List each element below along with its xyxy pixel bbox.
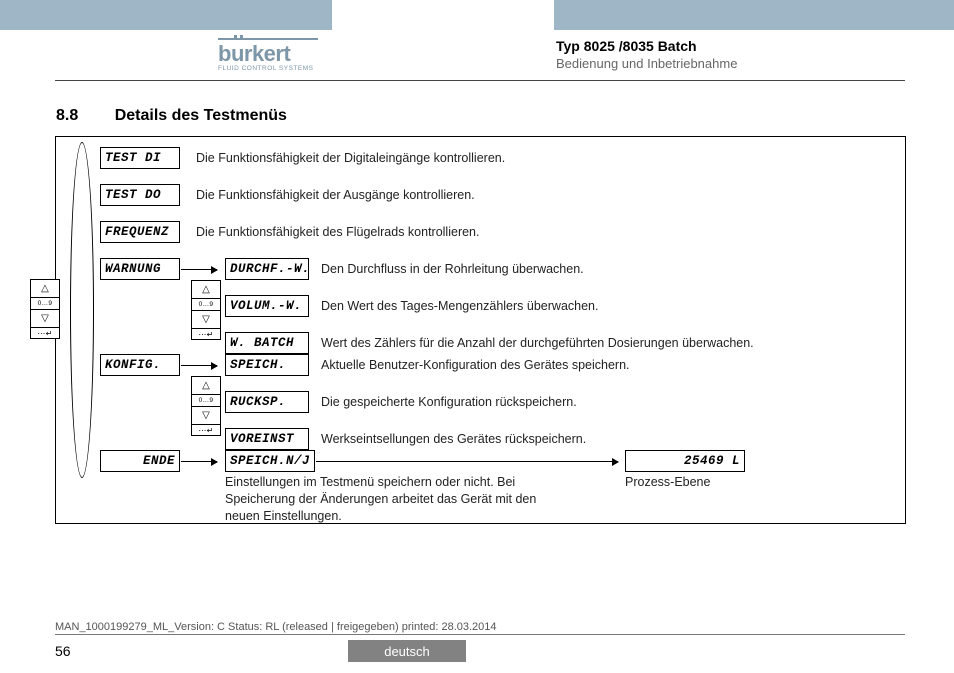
up-arrow-icon xyxy=(30,279,60,298)
digits-icon xyxy=(191,299,221,310)
menu-test-di: TEST DI xyxy=(100,147,180,169)
up-arrow-icon xyxy=(191,376,221,395)
section-number: 8.8 xyxy=(56,107,78,124)
menu-konfig: KONFIG. xyxy=(100,354,180,376)
doc-section-title: Bedienung und Inbetriebnahme xyxy=(556,56,737,71)
desc-test-do: Die Funktionsfähigkeit der Ausgänge kont… xyxy=(196,187,475,204)
header-strip-left xyxy=(0,0,332,30)
nav-key-konfig: ⋯↵ xyxy=(191,376,221,436)
arrow-konfig xyxy=(181,365,217,366)
logo-text: burkert xyxy=(218,41,290,66)
down-arrow-icon xyxy=(30,309,60,328)
desc-test-di: Die Funktionsfähigkeit der Digitaleingän… xyxy=(196,150,505,167)
menu-frequenz: FREQUENZ xyxy=(100,221,180,243)
menu-test-do: TEST DO xyxy=(100,184,180,206)
menu-loop-icon xyxy=(70,142,94,478)
desc-wbatch: Wert des Zählers für die Anzahl der durc… xyxy=(321,335,754,352)
brand-logo: burkert FLUID CONTROL SYSTEMS xyxy=(218,38,318,72)
sub-volum: VOLUM.-W. xyxy=(225,295,309,317)
sub-speich: SPEICH. xyxy=(225,354,309,376)
page-number: 56 xyxy=(55,643,71,659)
menu-ende: ENDE xyxy=(100,450,180,472)
section-heading: 8.8 Details des Testmenüs xyxy=(56,107,287,125)
sub-speich-nj: SPEICH.N/J xyxy=(225,450,315,472)
header-rule xyxy=(55,80,905,81)
desc-speich: Aktuelle Benutzer-Konfiguration des Gerä… xyxy=(321,357,630,374)
arrow-ende xyxy=(181,461,217,462)
header-strip-right xyxy=(554,0,954,30)
menu-warnung: WARNUNG xyxy=(100,258,180,280)
down-arrow-icon xyxy=(191,310,221,329)
nav-key-warnung: ⋯↵ xyxy=(191,280,221,340)
footer-meta: MAN_1000199279_ML_Version: C Status: RL … xyxy=(55,621,905,635)
digits-icon xyxy=(191,395,221,406)
enter-icon: ⋯↵ xyxy=(30,328,60,339)
process-value-box: 25469 L xyxy=(625,450,745,472)
sub-durchf: DURCHF.-W. xyxy=(225,258,309,280)
desc-volum: Den Wert des Tages-Mengenzählers überwac… xyxy=(321,298,598,315)
desc-rucksp: Die gespeicherte Konfiguration rückspeic… xyxy=(321,394,577,411)
enter-icon: ⋯↵ xyxy=(191,329,221,340)
doc-type-title: Typ 8025 /8035 Batch xyxy=(556,38,737,54)
desc-ende: Einstellungen im Testmenü speichern oder… xyxy=(225,474,560,525)
arrow-warnung xyxy=(181,269,217,270)
digits-icon xyxy=(30,298,60,309)
nav-key-main: ⋯↵ xyxy=(30,279,60,339)
language-tab: deutsch xyxy=(348,640,466,662)
process-label: Prozess-Ebene xyxy=(625,474,710,491)
arrow-to-process xyxy=(316,461,618,462)
desc-durchf: Den Durchfluss in der Rohrleitung überwa… xyxy=(321,261,584,278)
doc-header: Typ 8025 /8035 Batch Bedienung und Inbet… xyxy=(556,38,737,71)
enter-icon: ⋯↵ xyxy=(191,425,221,436)
desc-frequenz: Die Funktionsfähigkeit des Flügelrads ko… xyxy=(196,224,479,241)
sub-voreinst: VOREINST xyxy=(225,428,309,450)
sub-rucksp: RUCKSP. xyxy=(225,391,309,413)
down-arrow-icon xyxy=(191,406,221,425)
test-menu-diagram xyxy=(55,136,906,524)
sub-wbatch: W. BATCH xyxy=(225,332,309,354)
up-arrow-icon xyxy=(191,280,221,299)
section-title-text: Details des Testmenüs xyxy=(115,107,287,124)
desc-voreinst: Werkseintsellungen des Gerätes rückspeic… xyxy=(321,431,586,448)
